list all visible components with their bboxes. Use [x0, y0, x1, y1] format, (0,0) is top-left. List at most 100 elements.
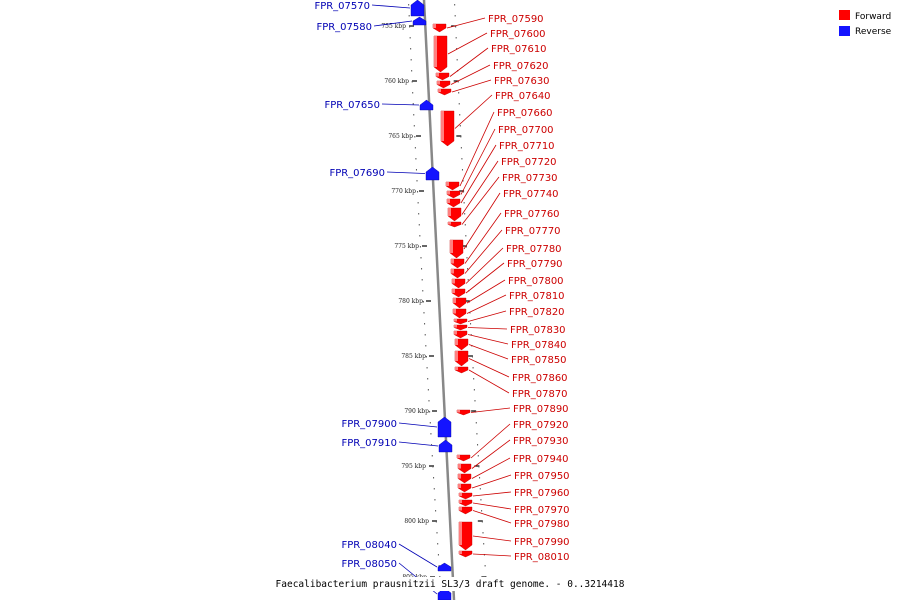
gene-highlight [454, 331, 457, 335]
gene-highlight [452, 289, 455, 293]
genome-backbone [422, 0, 456, 600]
axis-dot [421, 279, 423, 281]
forward-gene-label: FPR_07710 [499, 141, 555, 152]
axis-dot [413, 125, 415, 127]
forward-leader-line [466, 294, 507, 314]
reverse-leader-line [398, 422, 438, 428]
axis-dot [470, 334, 472, 336]
forward-gene-label: FPR_07890 [513, 404, 569, 415]
forward-leader-line [467, 334, 509, 345]
axis-dot [464, 213, 466, 215]
gene-highlight [457, 455, 460, 458]
reverse-gene-label: FPR_07650 [324, 100, 380, 111]
gene-highlight [457, 410, 460, 413]
forward-leader-line [459, 111, 495, 187]
forward-leader-line [461, 176, 500, 225]
forward-gene-label: FPR_07740 [503, 189, 559, 200]
gene-highlight [433, 24, 436, 28]
forward-gene-label: FPR_07600 [490, 29, 546, 40]
axis-dot [459, 125, 461, 127]
axis-dot [477, 455, 479, 457]
axis-dot [424, 334, 426, 336]
reverse-gene-label: FPR_08040 [341, 540, 397, 551]
axis-dot [476, 433, 478, 435]
gene-highlight [438, 89, 441, 92]
axis-dot [422, 301, 424, 303]
reverse-leader-line [398, 543, 438, 568]
reverse-gene-label: FPR_07690 [329, 168, 385, 179]
axis-dot [417, 191, 419, 193]
reverse-gene-label: FPR_07580 [316, 22, 372, 33]
axis-dot [470, 323, 472, 325]
axis-dot [418, 213, 420, 215]
axis-dot [462, 180, 464, 182]
axis-tick-label: 775 kbp [394, 243, 419, 250]
axis-dot [423, 312, 425, 314]
reverse-leader-line [398, 441, 439, 447]
reverse-gene-arrow [425, 166, 440, 181]
axis-dot [429, 411, 431, 413]
axis-dot [410, 59, 412, 61]
axis-dot [412, 103, 414, 105]
axis-tick-label: 785 kbp [401, 353, 426, 360]
gene-highlight [454, 319, 457, 322]
gene-highlight [454, 325, 457, 328]
axis-tick-label: 755 kbp [381, 23, 406, 30]
forward-leader-line [471, 474, 512, 489]
axis-dot [426, 367, 428, 369]
axis-dot [456, 59, 458, 61]
axis-dot [471, 356, 473, 358]
forward-gene-label: FPR_07860 [512, 373, 568, 384]
axis-dot [482, 532, 484, 534]
axis-dot [436, 532, 438, 534]
axis-dots [408, 4, 488, 589]
forward-leader-line [464, 229, 503, 274]
axis-dot [455, 26, 457, 28]
forward-leader-line [464, 212, 502, 264]
forward-gene-label: FPR_07790 [507, 259, 563, 270]
forward-leader-line [461, 160, 499, 215]
forward-gene-label: FPR_07810 [509, 291, 565, 302]
forward-leader-line [460, 144, 497, 204]
reverse-gene-arrow [410, 0, 425, 17]
forward-leader-line [466, 279, 506, 304]
gene-highlight [448, 222, 451, 225]
gene-highlight [446, 182, 449, 186]
legend-forward-swatch [839, 10, 850, 20]
forward-leader-line [463, 192, 501, 250]
forward-leader-line [465, 262, 505, 294]
axis-dot [409, 37, 411, 39]
axis-dot [437, 554, 439, 556]
reverse-leader-line [381, 103, 420, 106]
reverse-gene-arrow [437, 416, 452, 438]
forward-gene-label: FPR_07980 [514, 519, 570, 530]
reverse-gene-arrow [438, 439, 453, 453]
forward-gene-label: FPR_07660 [497, 108, 553, 119]
forward-gene-label: FPR_07870 [512, 389, 568, 400]
forward-gene-label: FPR_07760 [504, 209, 560, 220]
axis-dot [460, 136, 462, 138]
axis-dot [428, 400, 430, 402]
axis-dot [415, 169, 417, 171]
forward-gene-label: FPR_07720 [501, 157, 557, 168]
gene-highlight [459, 493, 462, 496]
axis-dot [435, 510, 437, 512]
axis-dot [434, 499, 436, 501]
axis-dot [433, 488, 435, 490]
gene-highlight [452, 279, 455, 284]
legend-forward-label: Forward [855, 12, 891, 22]
axis-dot [433, 477, 435, 479]
forward-gene-label: FPR_07820 [509, 307, 565, 318]
axis-tick-label: 790 kbp [404, 408, 429, 415]
axis-dot [478, 466, 480, 468]
legend-reverse-swatch [839, 26, 850, 36]
forward-gene-label: FPR_07850 [511, 355, 567, 366]
reverse-gene-arrow [437, 562, 452, 572]
forward-leader-line [470, 423, 511, 459]
axis-dot [485, 576, 487, 578]
forward-gene-label: FPR_07640 [495, 91, 551, 102]
reverse-gene-label: FPR_07900 [341, 419, 397, 430]
forward-leader-line [471, 457, 511, 479]
axis-dot [463, 191, 465, 193]
legend-reverse-label: Reverse [855, 27, 892, 37]
